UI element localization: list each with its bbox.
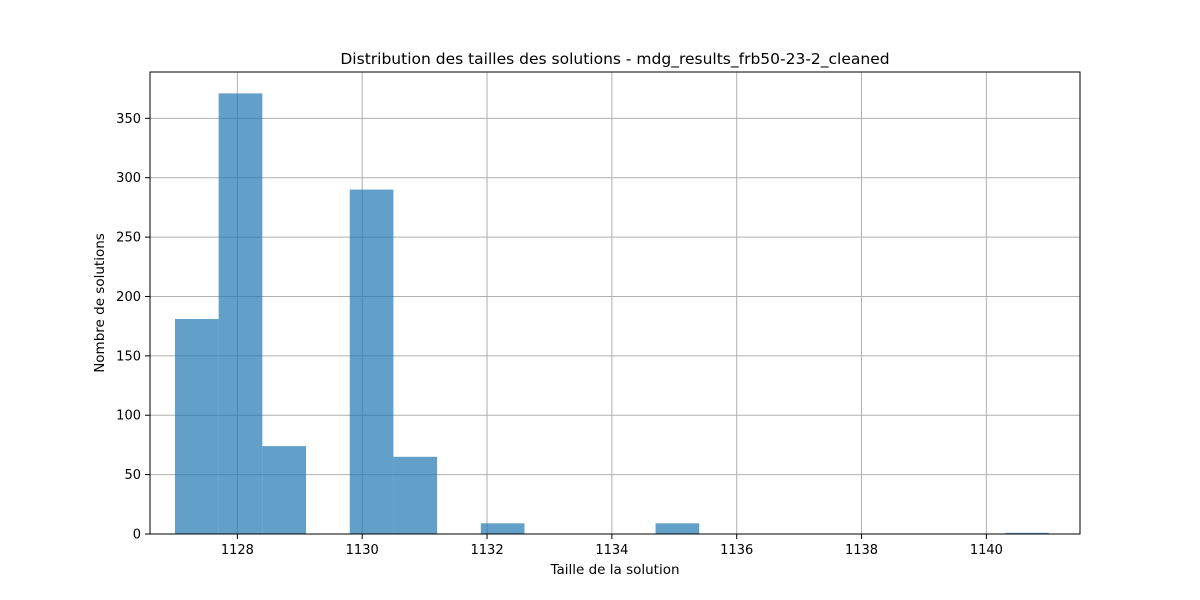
histogram-bar	[262, 446, 307, 534]
y-axis-label: Nombre de solutions	[92, 233, 108, 373]
histogram-bars	[174, 93, 1049, 534]
histogram-bar	[1005, 532, 1049, 534]
y-axis-ticks: 0 50 100 150 200 250 300 350	[116, 112, 150, 543]
plot-frame	[149, 71, 1081, 535]
x-tick-label: 1134	[595, 543, 628, 558]
x-tick-label: 1130	[346, 543, 379, 558]
y-tick-label: 250	[116, 231, 141, 246]
x-axis-ticks: 1128 1130 1132 1134 1136 1138 1140	[221, 534, 1003, 558]
chart-title: Distribution des tailles des solutions -…	[340, 50, 889, 69]
x-tick-label: 1136	[720, 543, 753, 558]
histogram-bar	[393, 456, 438, 534]
histogram-bar	[349, 189, 394, 534]
y-tick-label: 350	[116, 112, 141, 127]
x-tick-label: 1132	[471, 543, 504, 558]
x-tick-label: 1140	[970, 543, 1003, 558]
histogram-bar	[655, 523, 700, 534]
x-tick-label: 1128	[221, 543, 254, 558]
histogram-bar	[174, 319, 219, 534]
y-tick-label: 100	[116, 409, 141, 424]
y-tick-label: 300	[116, 171, 141, 186]
y-tick-label: 150	[116, 349, 141, 364]
y-tick-label: 200	[116, 290, 141, 305]
histogram-bar	[218, 93, 263, 534]
x-tick-label: 1138	[845, 543, 878, 558]
y-tick-label: 0	[133, 528, 141, 543]
x-axis-label: Taille de la solution	[549, 562, 679, 578]
histogram-bar	[480, 523, 525, 534]
y-tick-label: 50	[124, 468, 141, 483]
grid-lines	[150, 72, 1080, 535]
